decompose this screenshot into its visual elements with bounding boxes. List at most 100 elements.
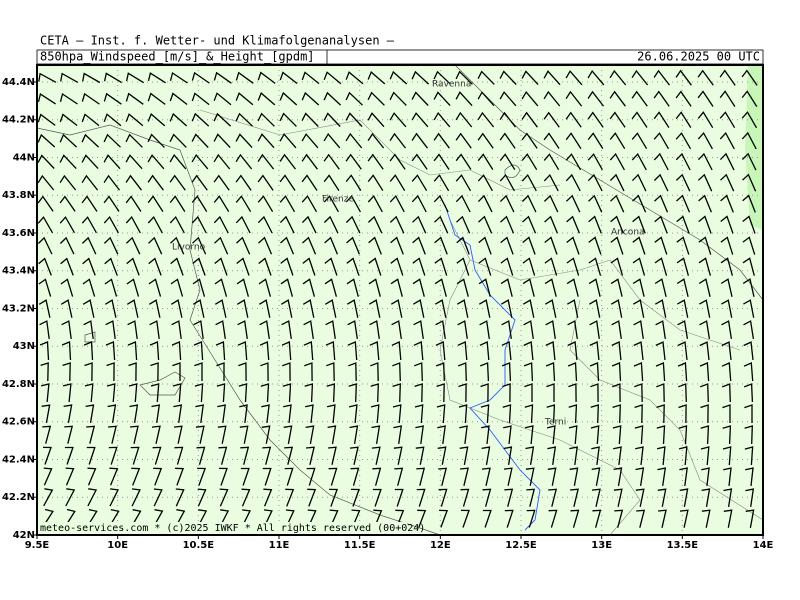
wind-barb (367, 132, 385, 149)
wind-barb (37, 93, 56, 105)
wind-barb (591, 446, 600, 465)
wind-barb (148, 257, 162, 276)
wind-barb (632, 257, 646, 276)
wind-barb (565, 132, 582, 149)
wind-barb (719, 111, 736, 129)
wind-barb (147, 92, 166, 105)
wind-barb (612, 425, 622, 445)
wind-barb (261, 425, 271, 444)
wind-barb (345, 174, 362, 191)
wind-barb (153, 467, 163, 486)
wind-barb (40, 362, 49, 382)
wind-barb (548, 488, 558, 507)
wind-barb (345, 112, 363, 128)
wind-barb (280, 299, 293, 318)
wind-barb (501, 362, 512, 382)
wind-barb (611, 341, 622, 361)
wind-barb (170, 236, 185, 255)
wind-barb (720, 215, 734, 234)
wind-barb (194, 362, 203, 381)
wind-barb (328, 467, 338, 486)
wind-barb (566, 278, 579, 297)
wind-barb (60, 257, 74, 276)
wind-barb (368, 278, 381, 297)
wind-barb (656, 404, 665, 424)
wind-barb (261, 404, 270, 423)
wind-barb (61, 320, 72, 339)
wind-barb (613, 467, 623, 487)
wind-barb (301, 91, 320, 106)
wind-barb (218, 467, 228, 486)
wind-barb (435, 320, 446, 339)
wind-barb (610, 278, 623, 297)
wind-barb (147, 113, 166, 127)
wind-barb (697, 111, 714, 129)
wind-barb (306, 446, 315, 465)
wind-barb (235, 174, 252, 191)
wind-barb (654, 215, 668, 234)
wind-barb (345, 91, 363, 106)
wind-barb (258, 299, 271, 318)
wind-barb (479, 341, 490, 361)
wind-barb (262, 446, 272, 465)
wind-barb (43, 467, 53, 486)
wind-barb (721, 383, 731, 403)
wind-barb (437, 425, 446, 444)
wind-barb (699, 383, 709, 403)
wind-barb (745, 467, 754, 486)
wind-barb (128, 362, 137, 382)
wind-barb (676, 278, 689, 297)
wind-barb (105, 341, 116, 361)
wind-barb (148, 278, 162, 297)
wind-barb (131, 467, 141, 486)
wind-barb (86, 508, 98, 528)
wind-barb (82, 72, 101, 84)
wind-barb (260, 383, 270, 403)
wind-barb (173, 425, 183, 444)
x-tick-label: 13E (591, 540, 612, 551)
wind-barb (191, 71, 210, 84)
coastline-east (454, 64, 764, 301)
wind-barb (543, 194, 559, 213)
wind-barb (279, 174, 296, 191)
wind-barb (151, 404, 161, 423)
wind-barb (372, 467, 382, 486)
wind-barb (59, 216, 76, 234)
wind-barb (658, 509, 667, 528)
wind-barb (676, 194, 691, 213)
wind-barb (345, 153, 362, 170)
wind-barb (569, 467, 579, 486)
wind-barb (478, 215, 493, 234)
wind-barb (238, 383, 248, 403)
wind-barb (263, 488, 273, 507)
wind-barb (37, 236, 53, 255)
wind-barb (656, 383, 665, 403)
wind-barb (83, 341, 94, 361)
y-tick-label: 43.2N (2, 303, 35, 314)
wind-barb (127, 341, 138, 361)
wind-barb (438, 488, 448, 507)
wind-barb (700, 425, 710, 445)
wind-barb (521, 153, 538, 171)
wind-barb (192, 278, 206, 297)
wind-barb (522, 236, 536, 255)
wind-barb (150, 362, 159, 382)
wind-barb (720, 173, 735, 192)
wind-barb (87, 488, 98, 507)
wind-barb (394, 467, 404, 486)
wind-barb (455, 153, 472, 170)
city-label: Firenze (322, 195, 354, 205)
wind-barb (411, 174, 428, 192)
wind-barb (654, 236, 668, 255)
wind-barb (389, 112, 407, 128)
wind-barb (82, 278, 96, 297)
wind-barb (284, 467, 294, 486)
wind-barb (631, 69, 649, 86)
wind-barb (169, 71, 188, 84)
wind-barb (587, 69, 605, 86)
city-label: Ravenna (432, 80, 471, 90)
wind-barb (191, 112, 210, 127)
wind-barb (81, 236, 97, 255)
wind-barb (434, 215, 449, 234)
wind-barb (438, 467, 448, 486)
